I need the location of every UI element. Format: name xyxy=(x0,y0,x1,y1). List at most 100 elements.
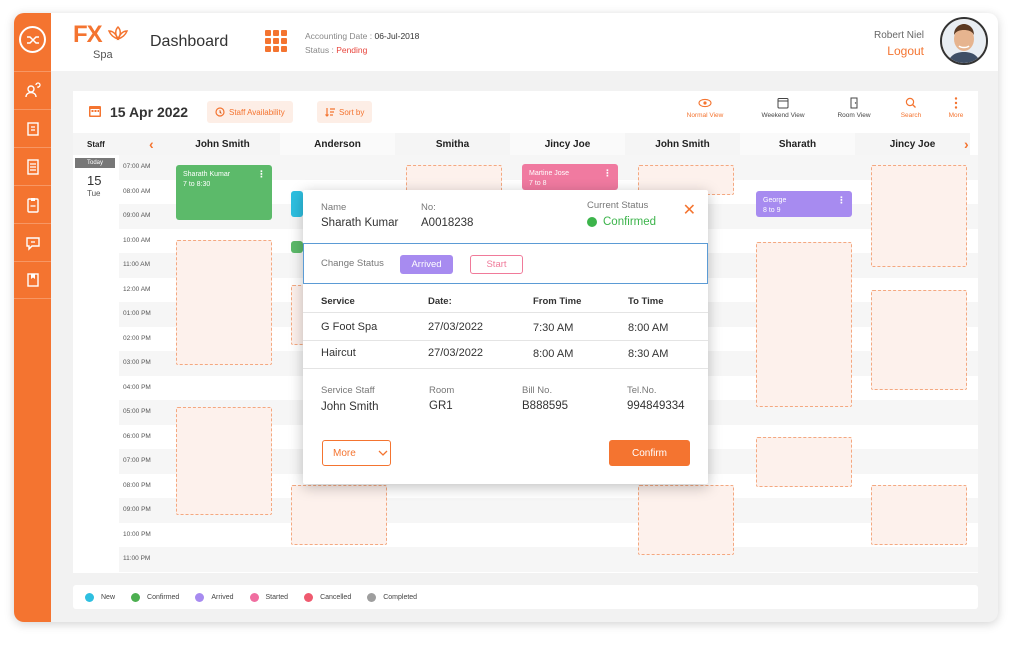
normal-view-button[interactable]: Normal View xyxy=(679,97,731,127)
bookmark-icon[interactable] xyxy=(14,261,51,299)
close-icon[interactable]: ✕ xyxy=(682,202,696,219)
brand-sub: Spa xyxy=(93,49,113,61)
day-name: Tue xyxy=(87,189,101,198)
service-header: Service xyxy=(321,296,355,307)
column-header[interactable]: John Smith xyxy=(165,133,280,155)
weekend-view-button[interactable]: Weekend View xyxy=(757,97,809,127)
legend-item: Completed xyxy=(367,592,417,602)
available-slot[interactable] xyxy=(756,437,852,487)
start-button[interactable]: Start xyxy=(470,255,523,274)
time-label: 08:00 AM xyxy=(123,187,151,195)
time-label: 07:00 PM xyxy=(123,457,151,464)
available-slot[interactable] xyxy=(871,485,967,545)
date-header: Date: xyxy=(428,296,452,307)
more-dropdown[interactable]: More xyxy=(322,440,391,466)
divider xyxy=(303,312,708,313)
available-slot[interactable] xyxy=(638,485,734,555)
document-icon[interactable] xyxy=(14,109,51,147)
chevron-left-icon[interactable]: ‹ xyxy=(149,136,154,152)
available-slot[interactable] xyxy=(176,407,272,515)
legend-dot xyxy=(249,592,259,602)
appointment-name: Martine Jose xyxy=(529,170,570,177)
search-label: Search xyxy=(900,112,922,119)
column-header[interactable]: Jincy Joe xyxy=(510,133,625,155)
logout-link[interactable]: Logout xyxy=(887,44,924,58)
time-row: 02:00 PM xyxy=(119,327,978,352)
appointment-card[interactable]: Martine Jose 7 to 8 ⋮ xyxy=(522,164,618,190)
sort-icon xyxy=(325,108,335,117)
more-vertical-icon[interactable]: ⋮ xyxy=(257,169,266,179)
chevron-right-icon[interactable]: › xyxy=(964,136,969,152)
day-column: Today 15 Tue xyxy=(73,155,119,573)
header: FX Spa Dashboard Accounting Date : 06-Ju… xyxy=(51,13,998,71)
arrived-button[interactable]: Arrived xyxy=(400,255,453,274)
sort-by-button[interactable]: Sort by xyxy=(317,101,373,123)
to-time-header: To Time xyxy=(628,296,664,307)
service-from: 8:00 AM xyxy=(533,348,574,360)
column-header[interactable]: Jincy Joe xyxy=(855,133,970,155)
appointment-card[interactable]: George 8 to 9 ⋮ xyxy=(756,191,852,217)
appointment-time: 7 to 8:30 xyxy=(183,181,211,188)
more-button[interactable]: More xyxy=(932,97,980,127)
apps-grid-icon[interactable] xyxy=(265,30,287,52)
calendar-icon[interactable] xyxy=(88,104,102,118)
appointment-card[interactable]: Sharath Kumar 7 to 8:30 ⋮ xyxy=(176,165,272,220)
weekend-view-label: Weekend View xyxy=(761,112,805,119)
more-dropdown-label: More xyxy=(333,447,356,459)
chat-icon[interactable] xyxy=(14,223,51,261)
column-header[interactable]: Smitha xyxy=(395,133,510,155)
available-slot[interactable] xyxy=(291,485,387,545)
appointment-time: 7 to 8 xyxy=(529,180,547,187)
more-vertical-icon[interactable]: ⋮ xyxy=(603,168,612,178)
lotus-icon xyxy=(107,25,129,41)
door-icon xyxy=(850,97,858,109)
change-status-row: Change Status Arrived Start xyxy=(303,243,708,284)
avatar[interactable] xyxy=(940,17,988,65)
column-header[interactable]: John Smith xyxy=(625,133,740,155)
time-label: 12:00 AM xyxy=(123,285,151,293)
more-label: More xyxy=(948,112,964,119)
time-label: 05:00 PM xyxy=(123,408,151,415)
name-label: Name xyxy=(321,202,347,213)
more-vertical-icon xyxy=(954,97,958,109)
sidebar xyxy=(14,13,51,622)
column-header[interactable]: Anderson xyxy=(280,133,395,155)
time-row: 11:00 PM xyxy=(119,547,978,572)
appointment-name: Sharath Kumar xyxy=(183,171,231,178)
customer-name: Sharath Kumar xyxy=(321,217,399,229)
more-vertical-icon[interactable]: ⋮ xyxy=(837,195,846,205)
change-status-label: Change Status xyxy=(321,258,384,269)
available-slot[interactable] xyxy=(756,242,852,407)
legend-dot xyxy=(131,592,141,602)
search-button[interactable]: Search xyxy=(885,97,937,127)
brand-name: FX xyxy=(73,21,103,48)
confirm-button[interactable]: Confirm xyxy=(609,440,690,466)
legend-label: Started xyxy=(265,593,289,601)
status-legend: New Confirmed Arrived Started Cancelled … xyxy=(73,585,978,609)
legend-label: Arrived xyxy=(211,593,234,601)
column-header[interactable]: Sharath xyxy=(740,133,855,155)
available-slot[interactable] xyxy=(871,165,967,267)
clipboard-icon[interactable] xyxy=(14,185,51,223)
staff-availability-button[interactable]: Staff Availability xyxy=(207,101,293,123)
bill-value: B888595 xyxy=(522,400,569,412)
sort-by-label: Sort by xyxy=(339,107,365,117)
tel-label: Tel.No. xyxy=(627,385,657,396)
time-label: 01:00 PM xyxy=(123,310,151,317)
legend-dot xyxy=(367,592,377,602)
time-label: 04:00 PM xyxy=(123,383,151,391)
list-icon[interactable] xyxy=(14,147,51,185)
appointment-card-partial[interactable] xyxy=(291,191,303,217)
available-slot[interactable] xyxy=(176,240,272,365)
shuffle-icon[interactable] xyxy=(19,26,46,53)
brand-logo[interactable]: FX Spa xyxy=(73,21,135,65)
available-slot[interactable] xyxy=(871,290,967,390)
room-view-button[interactable]: Room View xyxy=(828,97,880,127)
accounting-date-label: Accounting Date : xyxy=(305,31,375,41)
time-label: 02:00 PM xyxy=(123,334,151,342)
appointment-card-partial[interactable] xyxy=(291,241,303,253)
page-title: Dashboard xyxy=(150,33,229,50)
bill-label: Bill No. xyxy=(522,385,553,396)
selected-date[interactable]: 15 Apr 2022 xyxy=(110,104,189,120)
user-help-icon[interactable] xyxy=(14,71,51,109)
